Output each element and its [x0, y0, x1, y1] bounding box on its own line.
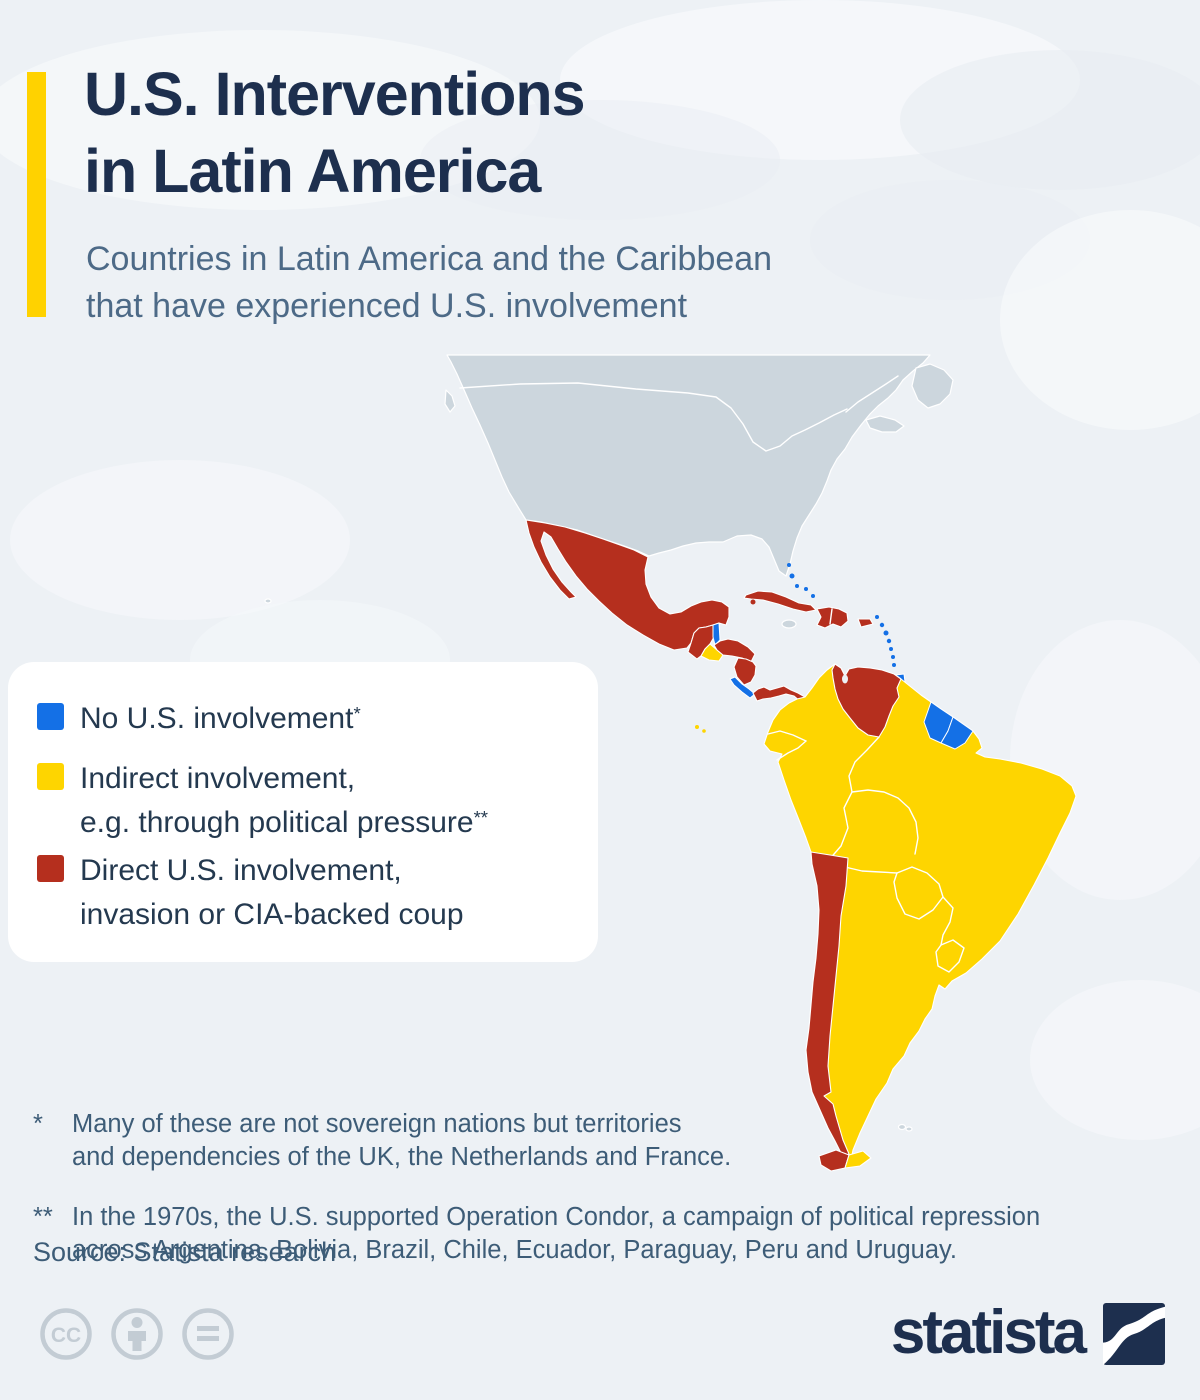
lake-maracaibo — [842, 674, 848, 684]
footnote-1-marker: * — [33, 1110, 43, 1138]
subtitle-line2: that have experienced U.S. involvement — [86, 287, 688, 325]
footnote-2-text: In the 1970s, the U.S. supported Operati… — [72, 1203, 1041, 1264]
south-america-internal-borders — [767, 730, 965, 973]
haiti-dr-border — [829, 608, 833, 625]
legend-swatch-blue — [37, 703, 64, 730]
license-icons: CC — [40, 1308, 234, 1360]
statista-logo-icon — [1103, 1303, 1165, 1365]
title-accent-bar — [27, 72, 46, 317]
country-cuba — [743, 590, 817, 613]
country-honduras — [713, 638, 756, 663]
legend-label-indirect: Indirect involvement, e.g. through politi… — [80, 762, 489, 839]
nd-icon — [182, 1308, 234, 1360]
legend-item-none: No U.S. involvement* — [37, 698, 361, 742]
title-line1: U.S. Interventions — [84, 60, 586, 128]
island-jamaica — [781, 619, 797, 629]
islands-bahamas — [787, 563, 815, 598]
footnote-1-text: Many of these are not sovereign nations … — [72, 1110, 732, 1171]
country-usa-canada — [446, 354, 931, 577]
statista-logo-text: statista — [890, 1298, 1087, 1367]
legend-label-none: No U.S. involvement* — [80, 702, 361, 735]
st-lawrence-river — [845, 375, 899, 413]
title-line2: in Latin America — [84, 137, 541, 205]
cc-icon: CC — [40, 1308, 92, 1360]
legend-item-indirect: Indirect involvement, e.g. through politi… — [37, 758, 488, 846]
svg-text:CC: CC — [51, 1324, 81, 1347]
footnote-2: ** In the 1970s, the U.S. supported Oper… — [33, 1201, 1193, 1267]
subtitle-line1: Countries in Latin America and the Carib… — [86, 240, 773, 278]
footnote-2-marker: ** — [33, 1203, 53, 1231]
us-canada-border — [459, 382, 848, 452]
legend-swatch-yellow — [37, 763, 64, 790]
island-isla-juventud — [750, 599, 756, 605]
legend-swatch-red — [37, 855, 64, 882]
subtitle: Countries in Latin America and the Carib… — [86, 236, 772, 330]
legend: No U.S. involvement* Indirect involvemen… — [8, 662, 598, 962]
attribution-icon — [111, 1308, 163, 1360]
legend-label-direct: Direct U.S. involvement, invasion or CIA-… — [80, 854, 464, 931]
islands-lesser-antilles — [875, 615, 896, 667]
legend-item-direct: Direct U.S. involvement, invasion or CIA-… — [37, 850, 464, 938]
island-hispaniola — [816, 606, 849, 629]
island-vancouver — [444, 389, 456, 413]
country-costa-rica — [729, 676, 756, 699]
footnote-1: * Many of these are not sovereign nation… — [33, 1108, 1193, 1174]
island-guadalupe — [264, 598, 272, 604]
footnotes: * Many of these are not sovereign nation… — [33, 1108, 1193, 1267]
south-america-indirect-landmass — [763, 663, 1077, 1161]
source-line: Source: Statista research — [33, 1237, 337, 1267]
island-nova-scotia — [865, 415, 905, 433]
territory-puerto-rico — [857, 618, 874, 628]
country-venezuela — [831, 663, 902, 738]
tierra-del-fuego-argentina — [844, 1150, 872, 1169]
country-nicaragua — [733, 657, 757, 686]
islands-falkland — [897, 1123, 913, 1132]
island-newfoundland — [911, 363, 954, 409]
territory-french-guiana — [940, 716, 974, 750]
page-title: U.S. Interventions in Latin America — [84, 56, 586, 210]
islands-galapagos — [695, 725, 706, 733]
